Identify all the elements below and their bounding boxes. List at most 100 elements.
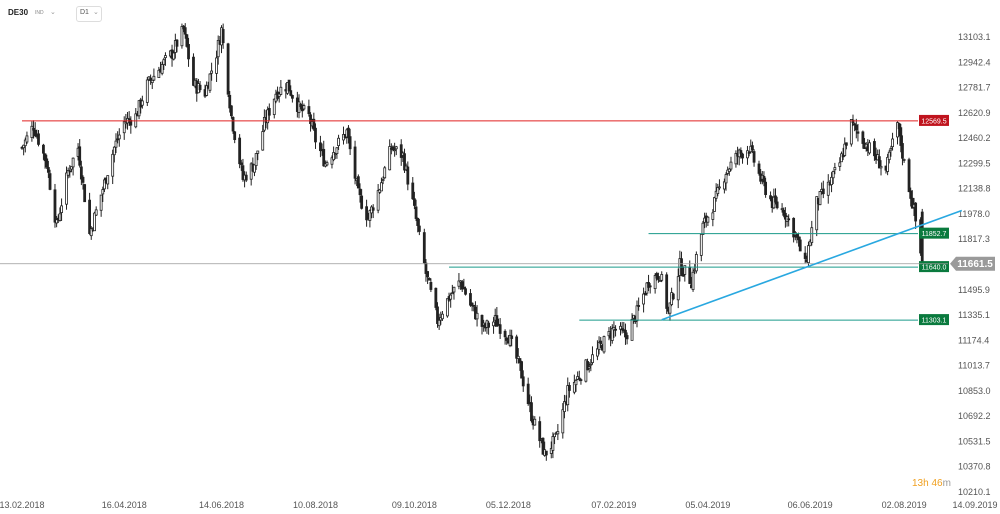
candle-body xyxy=(648,285,652,288)
candle-body xyxy=(244,174,248,181)
x-tick-label: 14.09.2019 xyxy=(952,500,997,510)
candle-body xyxy=(492,321,495,327)
candle-body xyxy=(660,274,664,281)
candle-body xyxy=(782,209,786,216)
candle-body xyxy=(411,182,415,200)
candle-body xyxy=(65,172,68,205)
candle-body xyxy=(472,304,476,307)
candle-body xyxy=(71,157,75,168)
candle-body xyxy=(807,245,810,264)
candle-body xyxy=(683,265,687,275)
candle-body xyxy=(333,153,337,156)
candle-body xyxy=(129,119,133,126)
candle-body xyxy=(289,90,293,96)
candle-body xyxy=(330,157,334,165)
candle-body xyxy=(335,147,339,155)
candle-body xyxy=(101,189,105,195)
candle-body xyxy=(322,148,326,167)
y-tick-label: 10210.1 xyxy=(958,487,991,497)
candle-body xyxy=(716,187,720,195)
candle-body xyxy=(815,196,819,231)
candle-body xyxy=(831,171,835,179)
candle-body xyxy=(106,175,110,185)
candle-body xyxy=(762,175,766,183)
candle-body xyxy=(480,314,484,327)
candle-body xyxy=(460,281,464,290)
candle-body xyxy=(886,156,890,172)
candle-body xyxy=(722,181,726,190)
candle-body xyxy=(612,326,616,331)
candle-body xyxy=(810,227,814,243)
y-tick-label: 11817.3 xyxy=(958,234,990,244)
candle-body xyxy=(752,151,756,163)
candle-body xyxy=(117,134,121,140)
chevron-down-icon[interactable]: ⌄ xyxy=(93,9,99,16)
candle-body xyxy=(854,124,858,131)
candle-body xyxy=(253,164,256,173)
candle-body xyxy=(688,266,692,284)
candle-body xyxy=(198,84,202,91)
candle-body xyxy=(642,293,645,305)
y-tick-label: 13103.1 xyxy=(958,32,991,42)
candle-body xyxy=(30,125,34,138)
timeframe-label[interactable]: D1 xyxy=(80,9,89,16)
candle-body xyxy=(747,151,751,154)
candle-body xyxy=(508,334,512,346)
candle-body xyxy=(307,106,311,115)
candle-body xyxy=(381,179,385,182)
candle-body xyxy=(734,152,738,165)
candle-body xyxy=(653,275,657,290)
symbol-label[interactable]: DE30 xyxy=(8,8,29,17)
chevron-down-icon[interactable]: ⌄ xyxy=(50,9,56,16)
candle-body xyxy=(297,101,301,113)
trend-line xyxy=(661,209,963,321)
candle-body xyxy=(272,98,276,115)
candle-body xyxy=(470,302,474,307)
candle-body xyxy=(238,137,242,165)
x-tick-label: 16.04.2018 xyxy=(102,500,147,510)
x-tick-label: 02.08.2019 xyxy=(882,500,927,510)
candle-body xyxy=(261,131,265,151)
countdown-minutes: 46 xyxy=(931,478,943,489)
candle-body xyxy=(88,199,92,234)
candle-body xyxy=(81,176,85,183)
candle-body xyxy=(111,153,115,177)
candle-body xyxy=(360,195,364,209)
candle-body xyxy=(371,207,375,211)
candle-body xyxy=(914,202,918,222)
candle-body xyxy=(795,233,799,238)
x-tick-label: 07.02.2019 xyxy=(591,500,636,510)
candle-body xyxy=(614,328,617,331)
candle-body xyxy=(347,127,350,139)
candle-body xyxy=(127,118,131,121)
candle-body xyxy=(475,312,479,320)
candle-body xyxy=(889,148,893,151)
candle-body xyxy=(68,170,72,173)
candle-body xyxy=(526,383,530,404)
candle-body xyxy=(162,59,166,65)
candle-body xyxy=(757,163,761,174)
candle-body xyxy=(849,119,853,145)
candle-body xyxy=(599,340,603,344)
candle-body xyxy=(533,418,537,426)
candle-body xyxy=(145,79,149,103)
candle-body xyxy=(413,198,416,206)
candle-body xyxy=(505,337,509,341)
candle-body xyxy=(122,121,126,134)
candle-body xyxy=(48,173,52,190)
candle-body xyxy=(572,381,576,393)
current-price-label: 11661.5 xyxy=(957,259,993,270)
candle-body xyxy=(637,305,641,307)
candle-body xyxy=(843,143,847,156)
candle-body xyxy=(291,95,294,99)
candle-body xyxy=(140,100,144,106)
candle-body xyxy=(574,379,578,386)
candle-body xyxy=(192,56,195,86)
level-tag-label: 11852.7 xyxy=(922,231,947,238)
candle-body xyxy=(416,217,420,226)
candle-body xyxy=(58,213,62,221)
candle-body xyxy=(233,131,237,140)
candle-body xyxy=(655,273,659,279)
timeframe-selector[interactable] xyxy=(76,6,102,22)
